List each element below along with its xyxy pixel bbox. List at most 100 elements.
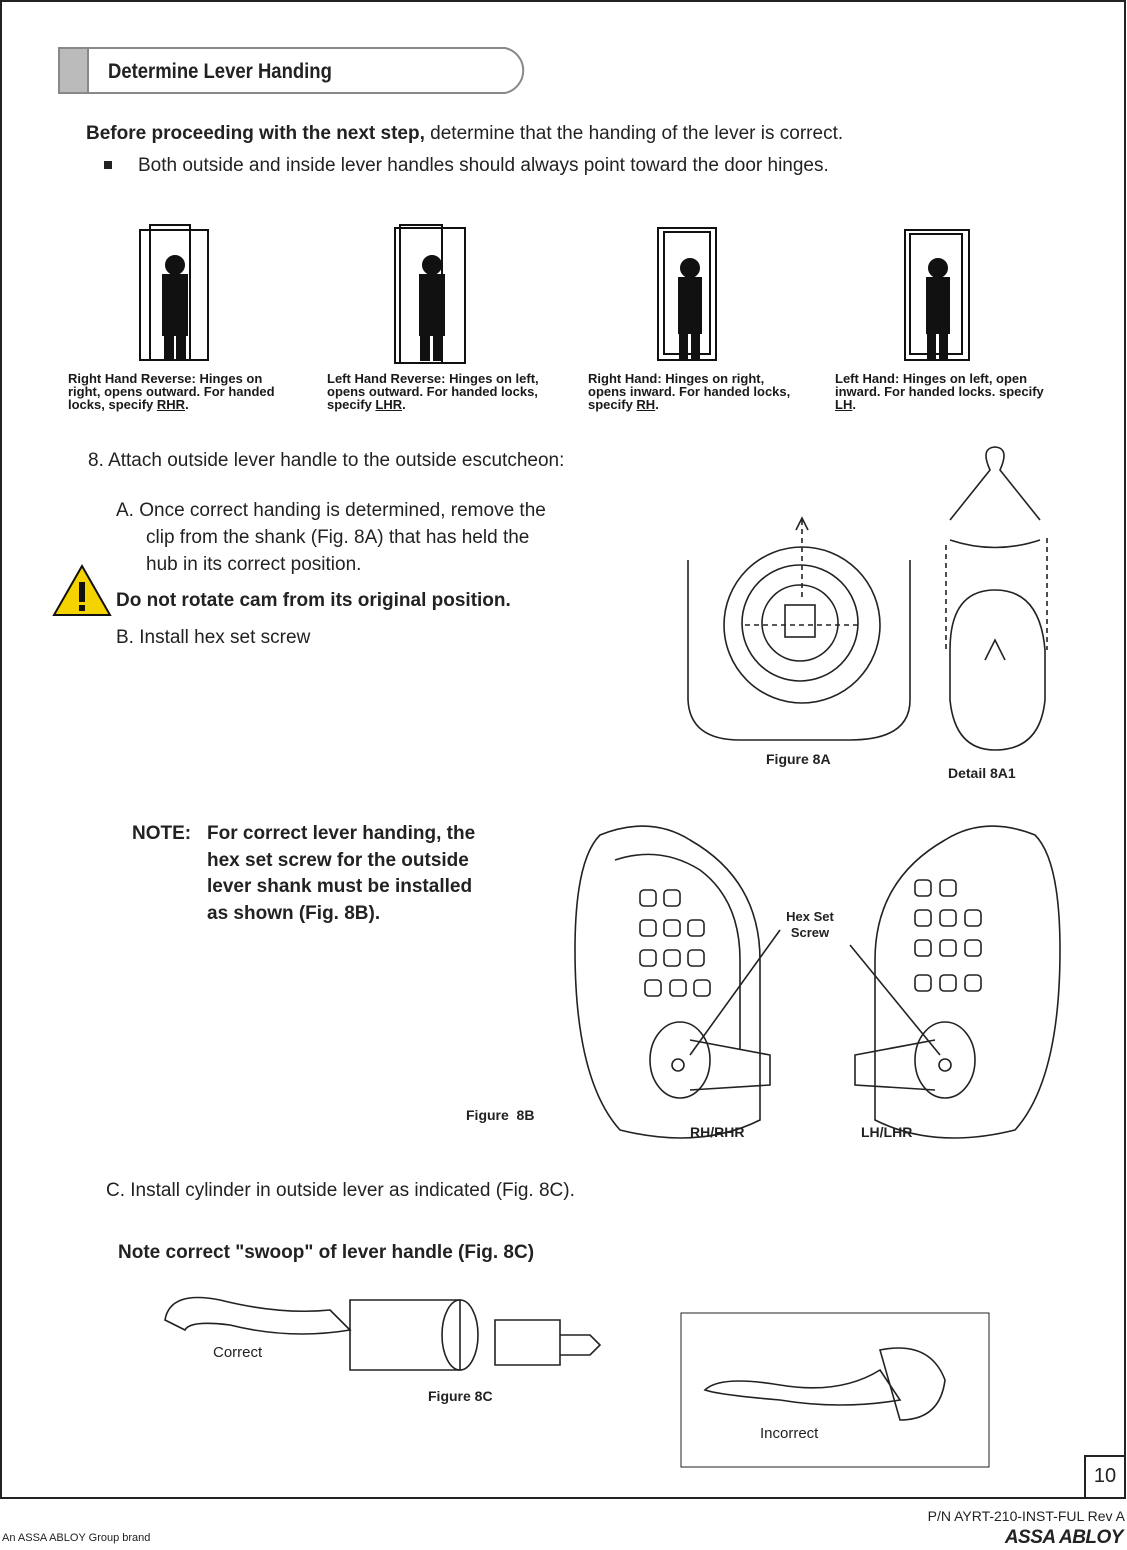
figure-8b-left-lock-part: [689, 929, 781, 1056]
keypad-right-part: [914, 879, 932, 897]
caption-code: LHR: [375, 397, 403, 412]
keypad-right-part: [964, 909, 982, 927]
caption-suffix: .: [402, 397, 406, 412]
figure-label: Figure 8B: [466, 1107, 535, 1123]
keypad-left-part: [639, 919, 657, 937]
figure-label: Figure 8C: [428, 1388, 493, 1404]
door-rhr-part: [162, 274, 188, 336]
figure-8b-left-lock: [574, 825, 781, 1139]
door-lhr-part: [433, 329, 443, 361]
keypad-left-part: [693, 979, 711, 997]
note-line: as shown (Fig. 8B).: [207, 903, 381, 924]
caption-code: LH: [835, 397, 853, 412]
caption-suffix: .: [655, 397, 659, 412]
handing-caption: Right Hand: Hinges on right, opens inwar…: [588, 372, 803, 411]
note-line: For correct lever handing, the: [207, 823, 476, 844]
caption-prefix: Right Hand Reverse: Hinges on right, ope…: [68, 371, 275, 412]
door-rhr-part: [165, 255, 185, 275]
warning-icon: [52, 563, 112, 616]
handing-label: LH/LHR: [861, 1124, 913, 1140]
figure-8c-drawing-part: [494, 1319, 561, 1366]
keypad-right-part: [964, 939, 982, 957]
bullet-text: Both outside and inside lever handles sh…: [138, 155, 829, 176]
keypad-left-part: [663, 889, 681, 907]
keypad-right: [914, 879, 982, 992]
figure-label: Detail 8A1: [948, 765, 1016, 781]
figure-8c-drawing: [164, 1296, 602, 1371]
door-rh-part: [678, 277, 702, 334]
caption-prefix: Right Hand: Hinges on right, opens inwar…: [588, 371, 791, 412]
warning-icon-part: [79, 605, 85, 611]
door-illustrations: [139, 224, 970, 364]
door-rh-part: [691, 329, 700, 361]
door-lh-part: [939, 329, 948, 361]
figure-label: Figure 8A: [766, 751, 831, 767]
keypad-left-part: [644, 979, 662, 997]
detail-8a1-drawing-part: [945, 538, 1048, 650]
keypad-right-part: [914, 974, 932, 992]
header-tab: [58, 47, 89, 94]
keypad-right-part: [939, 879, 957, 897]
figure-8a-drawing-part: [795, 516, 809, 531]
keypad-left-part: [687, 919, 705, 937]
door-lhr-part: [419, 274, 445, 336]
figure-8a-drawing-part: [741, 564, 859, 682]
figure-8b-right-lock-part: [914, 1021, 976, 1099]
incorrect-label: Incorrect: [760, 1425, 819, 1442]
door-lhr: [394, 224, 466, 364]
handing-caption: Left Hand: Hinges on left, open inward. …: [835, 372, 1050, 411]
keypad-right-part: [939, 909, 957, 927]
door-lhr-part: [422, 255, 442, 275]
keypad-left-part: [639, 889, 657, 907]
incorrect-lever-part: [878, 1347, 946, 1421]
figure-8b-left-lock-part: [649, 1021, 711, 1099]
intro-lead: Before proceeding with the next step,: [86, 123, 425, 144]
door-rhr: [139, 224, 209, 361]
page-border: [0, 0, 1126, 1499]
keypad-right-part: [964, 974, 982, 992]
door-rh-part: [679, 329, 688, 361]
caption-code: RHR: [156, 397, 186, 412]
door-lh-part: [928, 258, 948, 278]
step-b: B. Install hex set screw: [116, 627, 311, 648]
swoop-note: Note correct "swoop" of lever handle (Fi…: [118, 1242, 535, 1263]
step-c: C. Install cylinder in outside lever as …: [106, 1180, 575, 1201]
step-a-line: clip from the shank (Fig. 8A) that has h…: [146, 527, 530, 548]
handing-caption: Left Hand Reverse: Hinges on left, opens…: [327, 372, 542, 411]
brand: ASSA ABLOY: [1004, 1527, 1124, 1548]
incorrect-lever: [703, 1347, 946, 1421]
figure-8b-right-lock-part: [938, 1058, 952, 1072]
detail-8a1-drawing-part: [949, 539, 1041, 549]
keypad-left-part: [663, 919, 681, 937]
part-number: P/N AYRT-210-INST-FUL Rev A: [927, 1508, 1125, 1524]
detail-8a1-drawing-part: [949, 446, 1041, 521]
figure-8a-drawing: [687, 516, 911, 741]
page-number: 10: [1093, 1465, 1117, 1487]
figure-8b-right-lock-part: [854, 1039, 936, 1091]
figure-8b-right-lock-part: [849, 944, 941, 1056]
caption-code: RH: [636, 397, 656, 412]
handing-caption: Right Hand Reverse: Hinges on right, ope…: [68, 372, 283, 411]
note-label: NOTE:: [132, 823, 192, 844]
figure-8b-left-lock-part: [614, 853, 741, 1050]
header-bar: [88, 47, 525, 94]
figure-8c-drawing-part: [164, 1296, 352, 1335]
incorrect-lever-part: [703, 1368, 902, 1406]
figure-8b-right-lock-part: [874, 825, 1061, 1139]
note-line: lever shank must be installed: [207, 876, 473, 897]
note-line: hex set screw for the outside: [207, 850, 469, 871]
callout: Hex Set: [786, 909, 834, 924]
warning-text: Do not rotate cam from its original posi…: [116, 590, 511, 611]
intro-text: determine that the handing of the lever …: [424, 123, 844, 144]
figure-8b-right-lock: [849, 825, 1061, 1139]
keypad-left-part: [639, 949, 657, 967]
figure-8c-drawing-part: [441, 1299, 479, 1371]
door-lh-part: [926, 277, 950, 334]
door-lh: [904, 229, 970, 361]
figure-8a-drawing-part: [761, 584, 839, 662]
figure-8c-drawing-part: [560, 1334, 602, 1356]
figure-8b-left-lock-part: [574, 825, 761, 1139]
caption-suffix: .: [185, 397, 189, 412]
incorrect-box: [680, 1312, 990, 1468]
